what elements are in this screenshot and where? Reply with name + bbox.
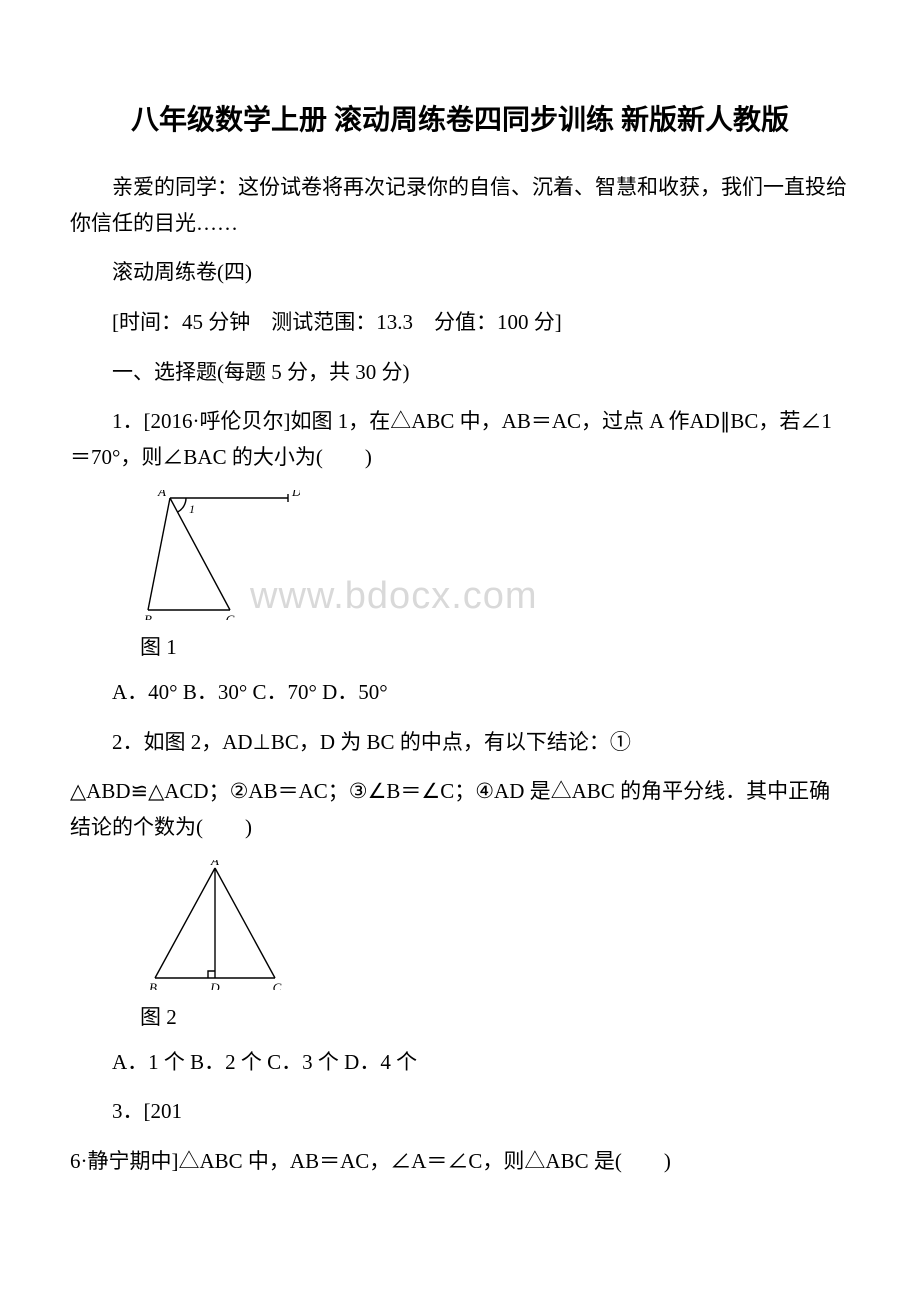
question-1-text: 1．[2016·呼伦贝尔]如图 1，在△ABC 中，AB＝AC，过点 A 作AD… [70,404,850,475]
svg-text:B: B [144,612,152,620]
question-2-text-a: 2．如图 2，AD⊥BC，D 为 BC 的中点，有以下结论：① [70,725,850,761]
question-1-options: A．40° B．30° C．70° D．50° [70,675,850,711]
question-3-text-b: 6·静宁期中]△ABC 中，AB＝AC，∠A＝∠C，则△ABC 是( ) [70,1144,850,1180]
figure-1-caption: 图 1 [140,631,850,661]
intro-text: 亲爱的同学：这份试卷将再次记录你的自信、沉着、智慧和收获，我们一直投给你信任的目… [70,170,850,241]
exam-meta: [时间：45 分钟 测试范围：13.3 分值：100 分] [70,305,850,341]
svg-text:A: A [210,860,219,868]
svg-text:C: C [273,980,282,990]
figure-1: A B C D 1 [140,490,850,625]
svg-text:C: C [226,612,235,620]
page-title: 八年级数学上册 滚动周练卷四同步训练 新版新人教版 [70,100,850,142]
figure-1-svg: A B C D 1 [140,490,300,620]
question-3-text-a: 3．[201 [70,1094,850,1130]
question-2-text-b: △ABD≌△ACD；②AB＝AC；③∠B＝∠C；④AD 是△ABC 的角平分线．… [70,774,850,845]
figure-2: A B D C [140,860,850,995]
figure-2-caption: 图 2 [140,1001,850,1031]
svg-text:D: D [291,490,300,499]
figure-2-svg: A B D C [140,860,290,990]
svg-text:D: D [209,980,220,990]
question-2-options: A．1 个 B．2 个 C．3 个 D．4 个 [70,1045,850,1081]
section-heading: 一、选择题(每题 5 分，共 30 分) [70,355,850,391]
page-content: 八年级数学上册 滚动周练卷四同步训练 新版新人教版 亲爱的同学：这份试卷将再次记… [70,100,850,1180]
subtitle: 滚动周练卷(四) [70,255,850,291]
svg-text:A: A [157,490,166,499]
svg-text:B: B [149,980,157,990]
svg-text:1: 1 [189,502,195,516]
